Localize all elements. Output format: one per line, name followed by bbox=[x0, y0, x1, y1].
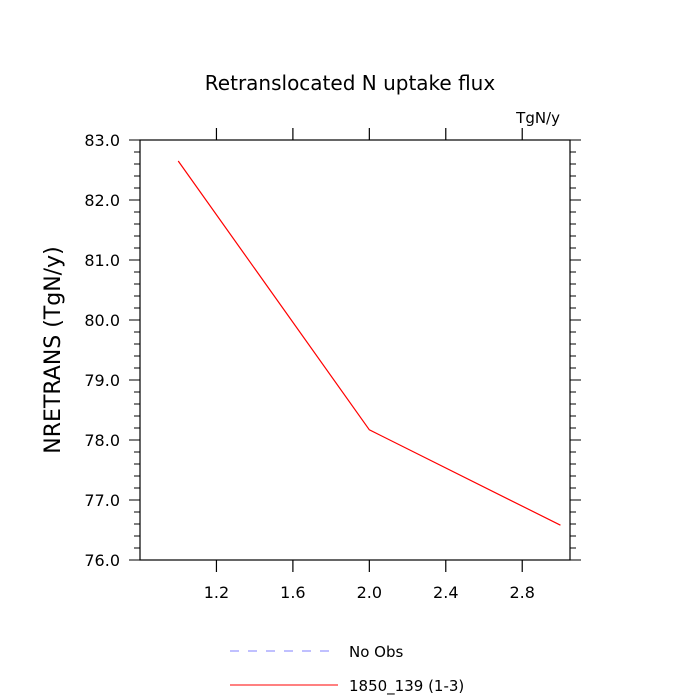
plot-area: 1.2 1.6 2.0 2.4 2.8 76.0 77.0 78.0 79.0 80.0 81.0 8… bbox=[84, 128, 581, 602]
y-tick-label: 78.0 bbox=[84, 431, 120, 450]
y-tick-label: 80.0 bbox=[84, 311, 120, 330]
y-tick-label: 83.0 bbox=[84, 131, 120, 150]
plot-frame bbox=[139, 139, 571, 561]
x-tick-label: 1.6 bbox=[280, 583, 305, 602]
y-tick-label: 82.0 bbox=[84, 191, 120, 210]
chart-title: Retranslocated N uptake flux bbox=[205, 71, 496, 95]
x-tick-label: 1.2 bbox=[204, 583, 229, 602]
series-line bbox=[177, 160, 561, 526]
y-axis-label: NRETRANS (TgN/y) bbox=[41, 246, 66, 453]
x-tick-label: 2.4 bbox=[433, 583, 458, 602]
legend: No Obs 1850_139 (1-3) bbox=[230, 643, 464, 696]
x-tick-label: 2.0 bbox=[357, 583, 382, 602]
y-tick-label: 79.0 bbox=[84, 371, 120, 390]
x-tick-label: 2.8 bbox=[509, 583, 534, 602]
units-label: TgN/y bbox=[515, 109, 560, 127]
y-tick-label: 81.0 bbox=[84, 251, 120, 270]
legend-label: 1850_139 (1-3) bbox=[349, 677, 464, 696]
legend-label: No Obs bbox=[349, 643, 403, 661]
y-tick-label: 76.0 bbox=[84, 551, 120, 570]
y-tick-label: 77.0 bbox=[84, 491, 120, 510]
